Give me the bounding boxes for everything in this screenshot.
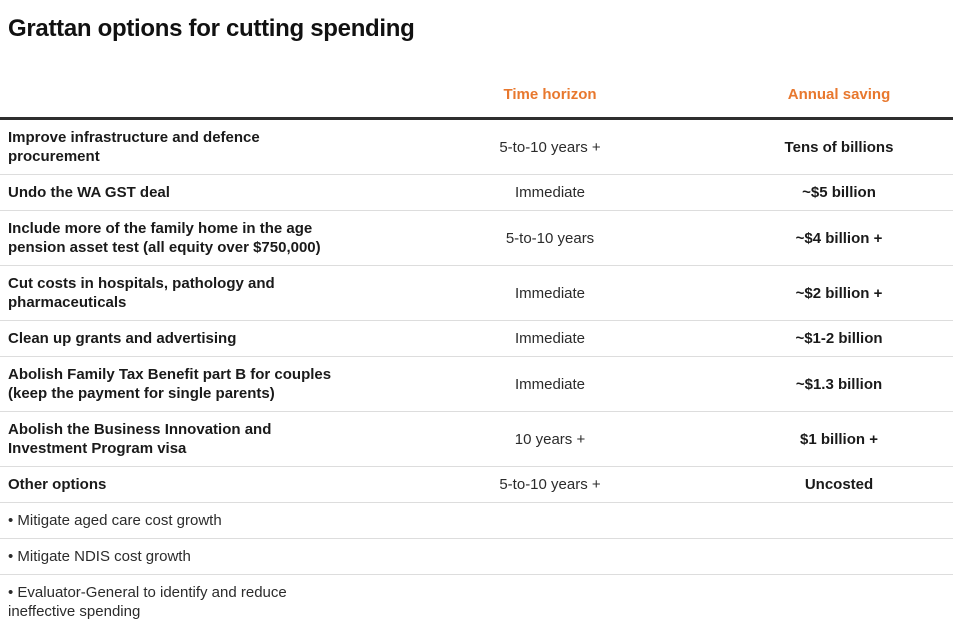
table-row: Clean up grants and advertising Immediat… [0, 320, 953, 357]
spending-options-table: Time horizon Annual saving Improve infra… [0, 44, 953, 626]
option-cell: Abolish the Business Innovation and Inve… [0, 411, 440, 467]
annual-saving-cell: ~$1-2 billion [680, 320, 953, 357]
annual-saving-cell: $1 billion + [680, 411, 953, 467]
annual-saving-cell: Uncosted [680, 466, 953, 503]
annual-saving-cell: ~$2 billion + [680, 265, 953, 321]
option-cell: • Mitigate NDIS cost growth [0, 538, 440, 575]
table-row: Undo the WA GST deal Immediate ~$5 billi… [0, 174, 953, 211]
time-horizon-cell [440, 574, 680, 626]
option-cell: Other options [0, 466, 440, 503]
annual-saving-cell [680, 502, 953, 539]
table-row: Cut costs in hospitals, pathology and ph… [0, 265, 953, 321]
annual-saving-cell: ~$4 billion + [680, 210, 953, 266]
time-horizon-cell: Immediate [440, 356, 680, 412]
table-row-bullet: • Evaluator-General to identify and redu… [0, 574, 953, 626]
time-horizon-cell: 10 years + [440, 411, 680, 467]
table-row: Improve infrastructure and defence procu… [0, 119, 953, 175]
option-cell: • Mitigate aged care cost growth [0, 502, 440, 539]
table-row: Abolish Family Tax Benefit part B for co… [0, 356, 953, 412]
table-row: Other options 5-to-10 years + Uncosted [0, 466, 953, 503]
option-cell: Cut costs in hospitals, pathology and ph… [0, 265, 440, 321]
option-cell: Improve infrastructure and defence procu… [8, 129, 260, 165]
option-cell: Include more of the family home in the a… [0, 210, 440, 266]
time-horizon-cell: Immediate [440, 320, 680, 357]
time-horizon-cell [440, 502, 680, 539]
time-horizon-cell: 5-to-10 years [440, 210, 680, 266]
table-row-bullet: • Mitigate aged care cost growth [0, 502, 953, 539]
annual-saving-cell: ~$5 billion [680, 174, 953, 211]
option-cell: Clean up grants and advertising [0, 320, 440, 357]
time-horizon-cell: Immediate [440, 174, 680, 211]
time-horizon-cell [440, 538, 680, 575]
annual-saving-cell [680, 538, 953, 575]
table-row-bullet: • Mitigate NDIS cost growth [0, 538, 953, 575]
page-title: Grattan options for cutting spending [8, 15, 415, 42]
annual-saving-cell: ~$1.3 billion [680, 356, 953, 412]
table-row: Abolish the Business Innovation and Inve… [0, 411, 953, 467]
table-row: Include more of the family home in the a… [0, 210, 953, 266]
option-cell: Abolish Family Tax Benefit part B for co… [0, 356, 440, 412]
time-horizon-cell: 5-to-10 years + [440, 466, 680, 503]
option-cell: Undo the WA GST deal [0, 174, 440, 211]
header-row: Time horizon Annual saving [0, 44, 953, 120]
column-header-annual-saving: Annual saving [680, 44, 953, 120]
option-cell: • Evaluator-General to identify and redu… [0, 574, 440, 626]
annual-saving-cell: Tens of billions [784, 138, 894, 156]
time-horizon-cell: 5-to-10 years + [499, 138, 601, 156]
column-header-option [0, 44, 440, 120]
annual-saving-cell [680, 574, 953, 626]
column-header-time-horizon: Time horizon [440, 44, 680, 120]
time-horizon-cell: Immediate [440, 265, 680, 321]
